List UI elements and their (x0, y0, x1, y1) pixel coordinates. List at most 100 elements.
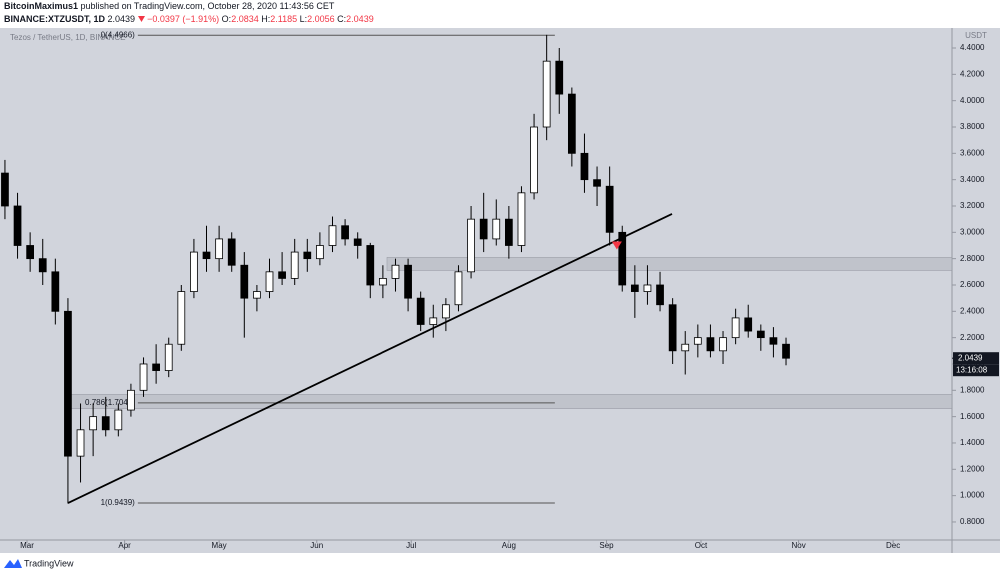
y-tick-label: 3.0000 (960, 227, 985, 236)
candle-body (404, 264, 412, 299)
y-tick-label: 2.4000 (960, 306, 985, 315)
header-line: BitcoinMaximus1 published on TradingView… (4, 0, 374, 13)
y-tick-label: 0.8000 (960, 517, 985, 526)
c-label: C: (337, 14, 347, 24)
c-value: 2.0439 (346, 14, 374, 24)
x-tick-label: Aug (502, 541, 516, 550)
plot: 0(4.4966) 0.786(1.7041) 1(0.9439) (1, 30, 953, 507)
fib-label: 0(4.4966) (101, 30, 136, 39)
candle-body (769, 337, 778, 345)
candle-body (429, 317, 438, 325)
candle-body (177, 291, 186, 345)
candle-body (51, 271, 60, 312)
x-tick-label: Sep (599, 541, 614, 550)
x-tick-label: May (212, 541, 227, 550)
down-arrow (137, 16, 145, 22)
candle-body (101, 416, 110, 431)
candle-body (630, 284, 639, 292)
signal-marker (611, 241, 622, 250)
candle-body (190, 251, 198, 292)
author: BitcoinMaximus1 (4, 1, 79, 11)
candle-body (253, 291, 261, 299)
chart-background (0, 28, 1000, 553)
o-value: 2.0834 (231, 14, 259, 24)
x-tick-label: Nov (792, 541, 806, 550)
candle-body (353, 238, 362, 246)
candle-body (454, 271, 463, 306)
y-tick-label: 1.6000 (960, 412, 985, 421)
y-tick-label: 4.0000 (960, 96, 985, 105)
candle-body (114, 409, 123, 431)
candle-body (303, 251, 312, 260)
countdown-box (953, 364, 999, 377)
o-label: O: (221, 14, 232, 24)
y-tick-label: 1.8000 (960, 385, 985, 394)
x-tick-label: Oct (695, 541, 708, 550)
countdown: 13:16:08 (956, 365, 988, 374)
x-tick-label: Mar (20, 541, 34, 550)
candle-body (505, 218, 513, 246)
l-label: L: (299, 14, 308, 24)
candle-body (1, 172, 9, 207)
header-line: BINANCE:XTZUSDT, 1D 2.0439 −0.0397 (−1.9… (4, 13, 374, 26)
candle-body (240, 264, 249, 299)
change: −0.0397 (−1.91%) (147, 14, 220, 24)
x-tick-label: Jul (406, 541, 416, 550)
candle-body (139, 363, 148, 391)
candle-body (442, 304, 450, 319)
candle-body (479, 218, 488, 240)
candle-body (467, 218, 475, 273)
x-tick-label: Jun (310, 541, 323, 550)
fib-label: 0.786(1.7041) (85, 398, 135, 407)
candle-body (555, 60, 564, 95)
candle-body (567, 93, 576, 154)
candle-body (316, 245, 324, 260)
candle-body (366, 245, 375, 286)
l-value: 2.0056 (307, 14, 335, 24)
y-tick-label: 1.0000 (960, 491, 985, 500)
candle-body (152, 363, 160, 371)
candle-body (643, 284, 652, 292)
candle-body (278, 271, 286, 279)
y-tick-label: 3.8000 (960, 122, 985, 131)
candle-body (202, 251, 211, 260)
footer-logo (4, 559, 22, 568)
candle-body (681, 343, 690, 352)
candle-body (706, 337, 715, 352)
candle-body (731, 317, 740, 339)
y-tick-label: 1.2000 (960, 464, 985, 473)
y-tick-label: 2.2000 (960, 333, 985, 342)
fib-label: 1(0.9439) (101, 498, 136, 507)
candle-body (127, 389, 135, 411)
candle-body (164, 343, 173, 371)
header: BitcoinMaximus1 published on TradingView… (4, 0, 374, 26)
x-tick-label: Dec (886, 541, 900, 550)
candle-body (618, 231, 627, 286)
candle-body (38, 258, 47, 273)
zone (386, 257, 953, 271)
y-tick-label: 3.6000 (960, 148, 985, 157)
candle-body (744, 317, 753, 332)
candle-body (656, 284, 664, 306)
y-tick-label: 2.8000 (960, 254, 985, 263)
y-tick-label: 3.4000 (960, 175, 985, 184)
zone (66, 394, 953, 409)
candle-body (782, 343, 790, 359)
candle-body (26, 245, 35, 260)
candle-body (290, 251, 299, 279)
candle-body (215, 238, 223, 260)
candle-body (492, 218, 501, 240)
candle-body (416, 297, 425, 325)
candle-body (265, 271, 274, 292)
candle-body (756, 330, 765, 339)
h-label: H: (261, 14, 271, 24)
symbol: BINANCE:XTZUSDT, 1D (4, 14, 106, 24)
y-tick-label: 4.2000 (960, 69, 985, 78)
candle-body (593, 179, 601, 187)
candle-body (89, 416, 97, 431)
candle-body (227, 238, 236, 266)
candle-body (580, 152, 589, 181)
candle-body (341, 225, 349, 240)
candle-body (517, 192, 526, 246)
